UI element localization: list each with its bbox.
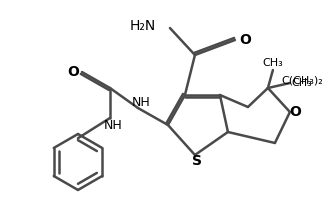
Text: NH: NH [132,95,150,108]
Text: CH₃: CH₃ [292,78,312,88]
Text: O: O [239,33,251,47]
Text: O: O [289,105,301,119]
Text: NH: NH [104,119,122,132]
Text: O: O [67,65,79,79]
Text: CH₃: CH₃ [263,58,283,68]
Text: C(CH₃)₂: C(CH₃)₂ [281,75,323,85]
Text: S: S [192,154,202,168]
Text: H₂N: H₂N [130,19,156,33]
